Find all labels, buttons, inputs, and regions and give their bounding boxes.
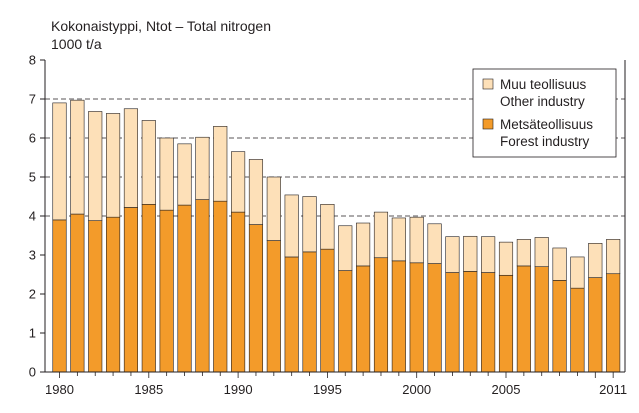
bar-other-1982 xyxy=(88,111,103,221)
bar-forest-1989 xyxy=(213,200,228,373)
bar-forest-2005 xyxy=(498,274,514,373)
bar-forest-1996 xyxy=(338,270,353,373)
bar-other-1989 xyxy=(213,126,228,202)
bar-forest-2000 xyxy=(409,262,424,373)
bar-forest-1984 xyxy=(123,207,138,373)
bar-other-1990 xyxy=(231,151,246,213)
bar-forest-2011 xyxy=(606,273,621,373)
bar-forest-1995 xyxy=(320,248,335,373)
legend-swatch-other xyxy=(482,78,494,90)
bar-other-1999 xyxy=(391,217,406,262)
bar-forest-2009 xyxy=(570,287,585,373)
bar-forest-2003 xyxy=(463,271,478,373)
legend-label-other-fi: Muu teollisuus xyxy=(500,77,587,92)
x-tick-label-1990: 1990 xyxy=(224,382,253,397)
axes: 0 1 2 3 4 5 6 7 8 1980 1985 1990 1995 2000 2005 2011 xyxy=(29,53,627,398)
bar-forest-2008 xyxy=(552,280,567,373)
legend-box xyxy=(472,68,617,158)
bar-other-1998 xyxy=(373,211,389,259)
bar-other-1996 xyxy=(338,225,353,271)
x-tick-label-1980: 1980 xyxy=(45,382,74,397)
y-tick-label-0: 0 xyxy=(29,365,36,380)
x-tick-label-2000: 2000 xyxy=(402,382,431,397)
bar-other-1983 xyxy=(106,113,121,218)
x-tick-label-1985: 1985 xyxy=(134,382,163,397)
bar-forest-1993 xyxy=(284,256,299,373)
bar-forest-2007 xyxy=(534,266,549,373)
bar-forest-1981 xyxy=(70,213,85,373)
bar-forest-1982 xyxy=(88,220,103,373)
bar-forest-1980 xyxy=(52,219,67,373)
bar-forest-1992 xyxy=(266,240,281,373)
bar-forest-2004 xyxy=(481,272,496,373)
legend-label-other-en: Other industry xyxy=(500,94,585,109)
y-tick-label-8: 8 xyxy=(29,53,36,68)
bar-other-1981 xyxy=(70,99,85,215)
bar-other-2000 xyxy=(409,216,424,264)
bar-forest-1985 xyxy=(141,204,156,373)
bar-other-1995 xyxy=(320,204,335,250)
x-tick-label-2011: 2011 xyxy=(599,382,627,397)
bar-forest-1994 xyxy=(302,251,317,373)
bar-other-2002 xyxy=(445,236,460,273)
bar-forest-2001 xyxy=(427,263,442,373)
y-tick-label-4: 4 xyxy=(29,209,36,224)
bar-other-2005 xyxy=(498,241,514,276)
bar-forest-1999 xyxy=(391,260,406,373)
bar-other-2003 xyxy=(463,235,478,272)
bar-forest-2002 xyxy=(445,272,460,373)
bar-forest-1997 xyxy=(356,265,371,373)
bar-other-2008 xyxy=(552,247,567,281)
x-tick-label-1995: 1995 xyxy=(313,382,342,397)
bar-forest-1986 xyxy=(159,209,174,373)
bar-other-1997 xyxy=(356,222,371,267)
bar-forest-1987 xyxy=(177,204,192,373)
bar-stacks xyxy=(52,99,621,373)
bar-forest-1991 xyxy=(248,224,264,373)
y-axis-unit-label: 1000 t/a xyxy=(51,36,102,52)
legend: Muu teollisuus Other industry Metsäteollis… xyxy=(472,68,617,158)
bar-other-2001 xyxy=(427,223,442,264)
y-tick-label-1: 1 xyxy=(29,326,36,341)
bar-other-1987 xyxy=(177,143,192,206)
bar-other-1984 xyxy=(123,108,138,208)
bar-other-2004 xyxy=(481,236,496,273)
bar-other-1992 xyxy=(266,176,281,241)
bar-other-2007 xyxy=(534,237,549,267)
bar-other-1980 xyxy=(52,102,67,221)
legend-swatch-forest xyxy=(482,118,494,130)
bar-other-1991 xyxy=(248,159,264,225)
bar-other-2010 xyxy=(588,243,603,278)
bar-other-1993 xyxy=(284,194,299,258)
y-tick-label-3: 3 xyxy=(29,248,36,263)
bar-forest-1990 xyxy=(231,211,246,373)
bar-other-2011 xyxy=(606,239,621,275)
bar-forest-1983 xyxy=(106,216,121,373)
y-tick-label-2: 2 xyxy=(29,287,36,302)
bar-other-1988 xyxy=(195,136,210,200)
bar-other-1994 xyxy=(302,196,317,253)
bar-forest-2006 xyxy=(516,265,531,373)
bar-other-2009 xyxy=(570,256,585,289)
bar-other-1986 xyxy=(159,137,174,211)
y-tick-label-6: 6 xyxy=(29,131,36,146)
legend-label-forest-fi: Metsäteollisuus xyxy=(500,117,593,132)
bar-forest-1998 xyxy=(373,257,389,373)
chart-title: Kokonaistyppi, Ntot – Total nitrogen xyxy=(51,18,271,34)
x-tick-label-2005: 2005 xyxy=(492,382,521,397)
y-tick-label-5: 5 xyxy=(29,170,36,185)
bar-forest-1988 xyxy=(195,199,210,373)
bar-forest-2010 xyxy=(588,277,603,373)
bar-other-2006 xyxy=(516,239,531,267)
bar-other-1985 xyxy=(141,120,156,205)
legend-label-forest-en: Forest industry xyxy=(500,134,590,149)
y-tick-label-7: 7 xyxy=(29,92,36,107)
